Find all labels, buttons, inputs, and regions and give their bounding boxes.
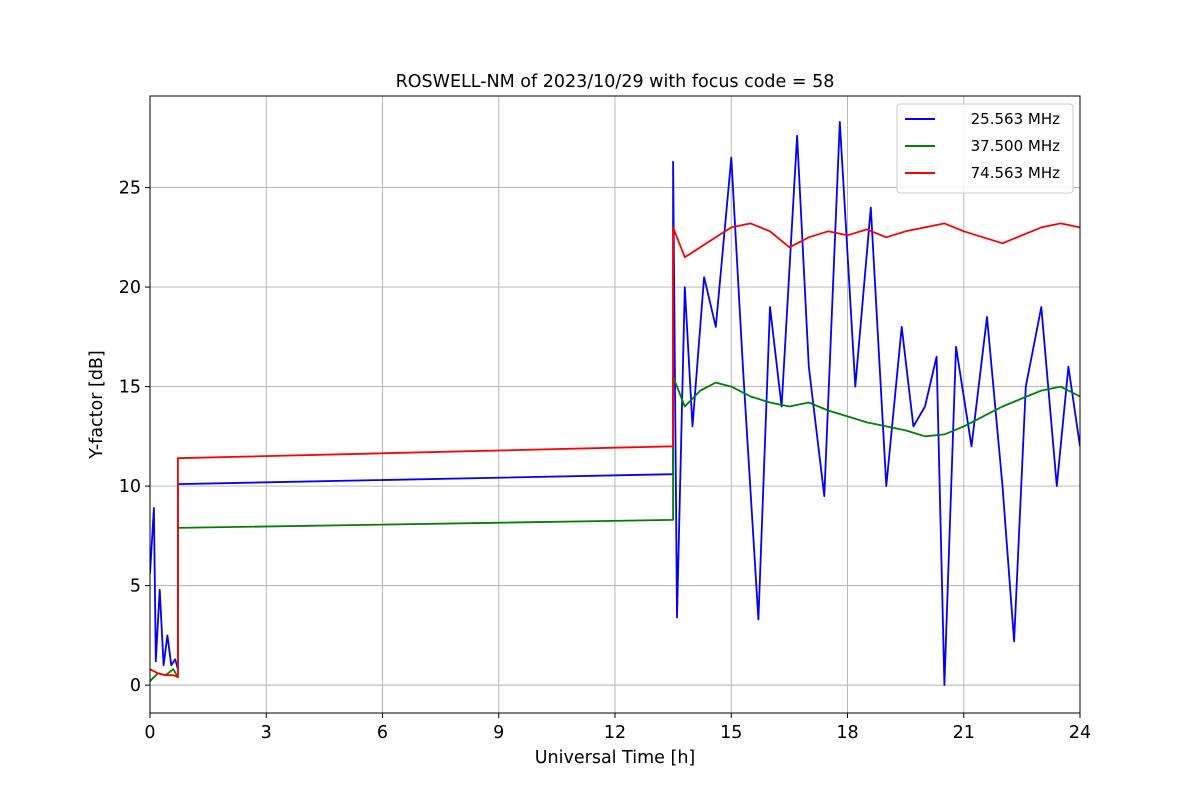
- x-axis-label: Universal Time [h]: [535, 748, 695, 768]
- legend-item: 37.500 MHz: [905, 137, 1060, 155]
- series-line-74-563-mhz: [150, 222, 1080, 679]
- legend: 25.563 MHz 37.500 MHz 74.563 MHz: [896, 103, 1074, 194]
- y-tick-label: 5: [130, 577, 141, 597]
- grid-lines: [149, 96, 1081, 713]
- y-axis-label: Y-factor [dB]: [87, 350, 107, 460]
- legend-label: 37.500 MHz: [971, 137, 1060, 155]
- x-tick-label: 3: [261, 723, 272, 743]
- legend-label: 74.563 MHz: [971, 164, 1060, 182]
- x-tick-label: 6: [377, 723, 388, 743]
- x-tick-label: 21: [953, 723, 975, 743]
- legend-label: 25.563 MHz: [971, 110, 1060, 128]
- chart-title: ROSWELL-NM of 2023/10/29 with focus code…: [396, 72, 835, 92]
- legend-box: [896, 103, 1074, 194]
- y-tick-label: 15: [119, 378, 141, 398]
- legend-item: 74.563 MHz: [905, 164, 1060, 182]
- x-tick-label: 9: [493, 723, 504, 743]
- x-tick-label: 24: [1069, 723, 1091, 743]
- x-tick-label: 12: [604, 723, 626, 743]
- y-tick-label: 10: [119, 477, 141, 497]
- x-tick-label: 15: [720, 723, 742, 743]
- y-tick-label: 25: [119, 179, 141, 199]
- y-tick-label: 0: [130, 676, 141, 696]
- series-line-25-563-mhz: [150, 121, 1080, 686]
- y-tick-label: 20: [119, 278, 141, 298]
- series-layer: [150, 121, 1080, 686]
- x-tick-label: 0: [144, 723, 155, 743]
- legend-item: 25.563 MHz: [905, 110, 1060, 128]
- x-tick-label: 18: [836, 723, 858, 743]
- tick-layer: 0 3 6 9 12 15 18 21 24 0 5 10 15 20 25: [119, 179, 1091, 743]
